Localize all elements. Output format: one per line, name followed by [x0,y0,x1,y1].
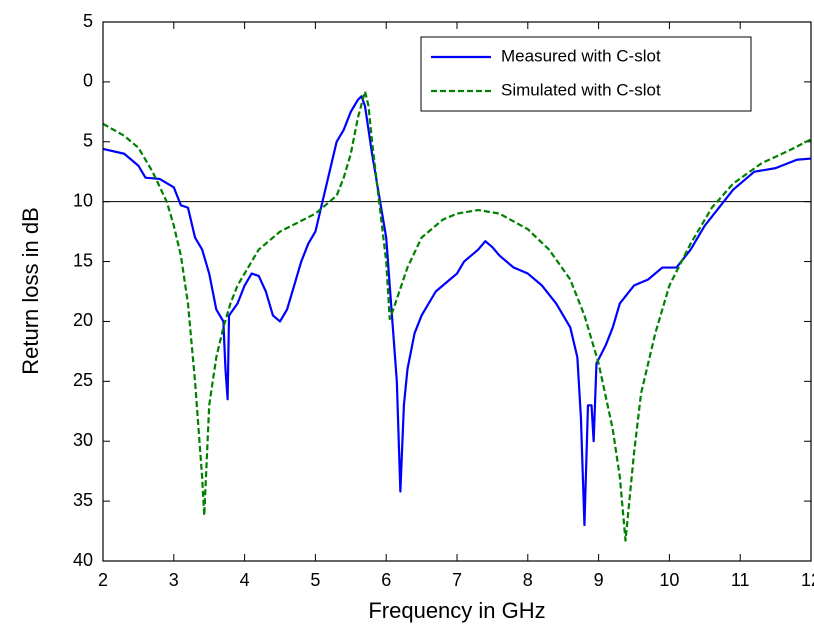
plot-frame [102,21,812,562]
x-tick-label: 8 [523,570,533,590]
x-tick-label: 7 [452,570,462,590]
data-line [102,95,812,527]
legend: Measured with C-slot Simulated with C-slo… [420,36,752,112]
x-tick-label: 9 [594,570,604,590]
y-tick-label: 30 [73,430,93,450]
x-tick-label: 3 [169,570,179,590]
x-tick-label: 2 [98,570,108,590]
y-tick-label: 15 [73,250,93,270]
legend-label: Measured with C-slot [501,46,661,65]
y-tick-label: 25 [73,370,93,390]
y-tick-label: 5 [83,11,93,31]
x-tick-label: 6 [381,570,391,590]
y-tick-label: 5 [83,131,93,151]
y-tick-label: 20 [73,310,93,330]
y-tick-label: 10 [73,190,93,210]
y-axis-label: Return loss in dB [18,207,43,375]
data-line [102,90,812,542]
y-tick-label: 40 [73,550,93,570]
y-tick-label: 35 [73,490,93,510]
legend-label: Simulated with C-slot [501,80,661,99]
legend-box [420,36,752,112]
x-tick-label: 11 [731,570,750,590]
y-tick-label: 0 [83,71,93,91]
x-axis-label: Frequency in GHz [368,598,545,623]
x-tick-label: 10 [659,570,679,590]
x-tick-label: 5 [310,570,320,590]
x-tick-label: 12 [801,570,814,590]
x-tick-label: 4 [240,570,250,590]
